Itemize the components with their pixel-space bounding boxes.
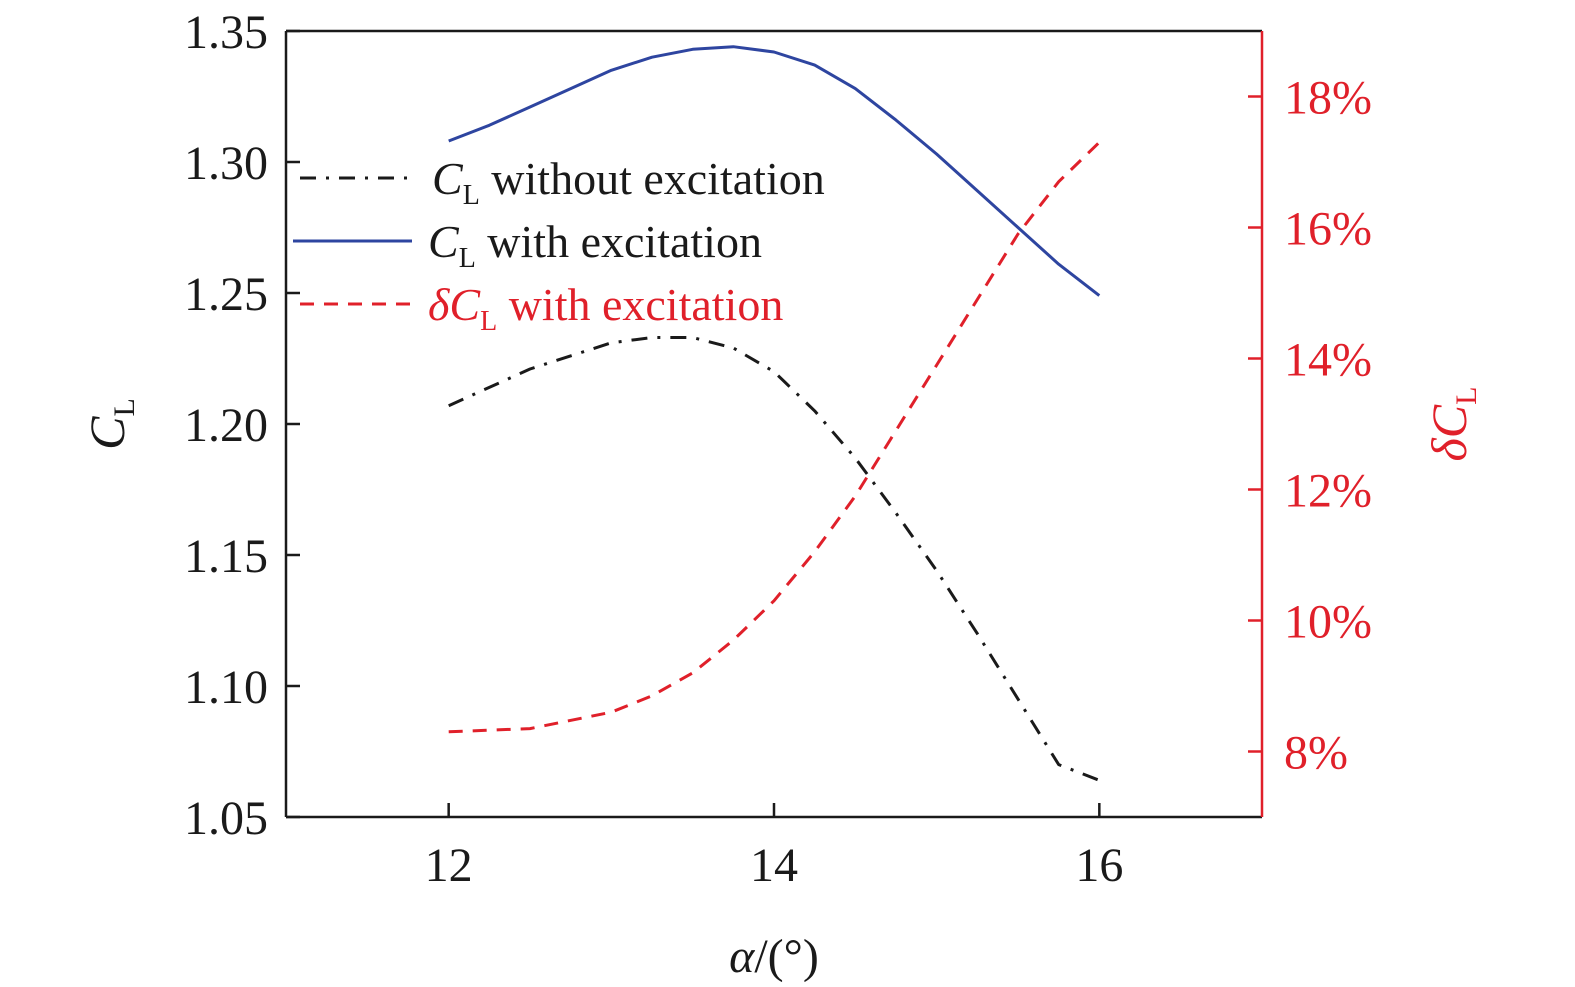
- y-right-tick-label: 12%: [1284, 465, 1372, 518]
- y-left-tick-label: 1.15: [184, 530, 268, 583]
- series-line-0: [448, 336, 1100, 782]
- y-left-tick-label: 1.10: [184, 661, 268, 714]
- y-left-tick-label: 1.30: [184, 137, 268, 190]
- y-right-axis-label: δCL: [1421, 387, 1483, 462]
- x-tick-label: 12: [425, 839, 473, 892]
- y-left-tick-label: 1.05: [184, 792, 268, 845]
- y-right-tick-label: 16%: [1284, 203, 1372, 256]
- y-right-tick-label: 14%: [1284, 334, 1372, 387]
- series-layer: [448, 45, 1101, 782]
- y-right-tick-label: 18%: [1284, 72, 1372, 125]
- y-left-tick-label: 1.20: [184, 399, 268, 452]
- series-line-2: [448, 141, 1101, 734]
- legend-entry-2: δCL with excitation: [428, 279, 783, 337]
- x-axis-label: α/(°): [729, 930, 819, 983]
- y-right-tick-label: 10%: [1284, 596, 1372, 649]
- axis-labels: α/(°) CL δCL: [79, 387, 1483, 983]
- x-tick-label: 14: [750, 839, 798, 892]
- legend-entry-1: CL with excitation: [428, 216, 762, 274]
- y-left-axis-label: CL: [79, 398, 141, 450]
- y-right-tick-label: 8%: [1284, 727, 1348, 780]
- x-tick-label: 16: [1075, 839, 1123, 892]
- series-line-1: [448, 45, 1101, 297]
- y-left-tick-label: 1.25: [184, 268, 268, 321]
- legend-entry-0: CL without excitation: [432, 153, 825, 211]
- y-left-tick-label: 1.35: [184, 6, 268, 59]
- axes-layer: 1.05 1.10 1.15 1.20 1.25 1.30 1.35 8% 10% 12% 14% 1…: [184, 6, 1372, 892]
